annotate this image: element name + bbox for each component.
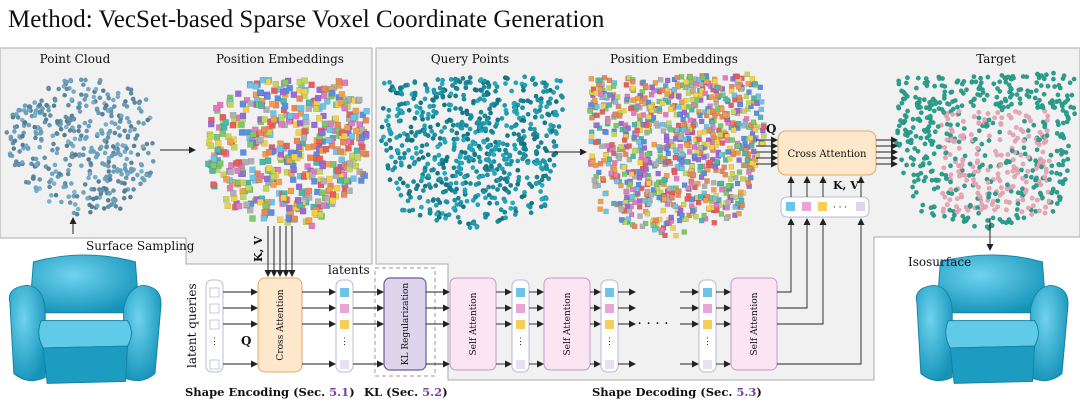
target-image xyxy=(894,70,1078,231)
position-embeddings-right-label: Position Embeddings xyxy=(610,52,738,66)
cross-attention-output-arrows xyxy=(876,136,898,168)
isosurface-label: Isosurface xyxy=(908,255,971,269)
q-decoder-label: Q xyxy=(766,122,776,136)
cross-attention-encoder-block xyxy=(257,277,303,373)
position-embeddings-right-image xyxy=(587,71,767,239)
query-points-label: Query Points xyxy=(431,52,509,66)
q-encoder-label: Q xyxy=(241,334,251,348)
kv-encoder-label: K, V xyxy=(252,236,265,262)
self-attention-label-2: Self Attention xyxy=(563,292,573,355)
token-flow-arrows xyxy=(223,288,731,368)
decoder-latent-tokens: · · · xyxy=(786,202,865,213)
ellipsis-dots: · · · · xyxy=(637,316,668,332)
kl-section-label: KL (Sec. 5.2) xyxy=(364,385,448,399)
kv-decoder-label: K, V xyxy=(833,179,859,192)
svg-text:⋮: ⋮ xyxy=(516,337,525,347)
shape-encoding-section-label: Shape Encoding (Sec. 5.1) xyxy=(185,385,355,399)
query-points-image xyxy=(379,74,565,231)
cross-attention-encoder-label: Cross Attention xyxy=(276,289,286,360)
svg-text:⋮: ⋮ xyxy=(210,337,219,347)
position-embeddings-left-image xyxy=(205,76,370,230)
self-attention-label-3: Self Attention xyxy=(750,292,760,355)
armchair-input-image xyxy=(8,254,162,384)
svg-text:⋮: ⋮ xyxy=(703,337,712,347)
surface-sampling-label: Surface Sampling xyxy=(86,239,195,253)
latent-tokens: ⋮ xyxy=(340,288,349,369)
target-label: Target xyxy=(976,52,1016,66)
self-attention-label-1: Self Attention xyxy=(469,292,479,355)
figure-title: Method: VecSet-based Sparse Voxel Coordi… xyxy=(8,6,605,33)
shape-decoding-section-label: Shape Decoding (Sec. 5.3) xyxy=(592,385,762,399)
position-embeddings-left-label: Position Embeddings xyxy=(216,52,344,66)
cross-attention-decoder-label: Cross Attention xyxy=(787,149,867,160)
query-input-arrows xyxy=(756,136,778,168)
svg-text:⋮: ⋮ xyxy=(605,337,614,347)
kl-dashed-frame xyxy=(374,267,436,377)
latents-label: latents xyxy=(328,263,370,277)
kl-regularization-label: KL Regularization xyxy=(401,283,411,366)
kv-arrows-encoder xyxy=(264,226,296,277)
latent-to-cross-attention-arrows xyxy=(777,176,865,365)
armchair-output-image xyxy=(915,254,1069,384)
latent-queries-label: latent queries xyxy=(185,283,199,368)
intermediate-tokens: ⋮ ⋮ ⋮ xyxy=(516,288,712,369)
latent-query-tokens: ⋮ xyxy=(209,287,220,370)
point-cloud-image xyxy=(4,77,156,217)
svg-text:· · ·: · · · xyxy=(833,203,847,213)
cross-attention-decoder-block xyxy=(777,130,877,176)
point-cloud-label: Point Cloud xyxy=(40,52,111,66)
svg-text:⋮: ⋮ xyxy=(340,337,349,347)
